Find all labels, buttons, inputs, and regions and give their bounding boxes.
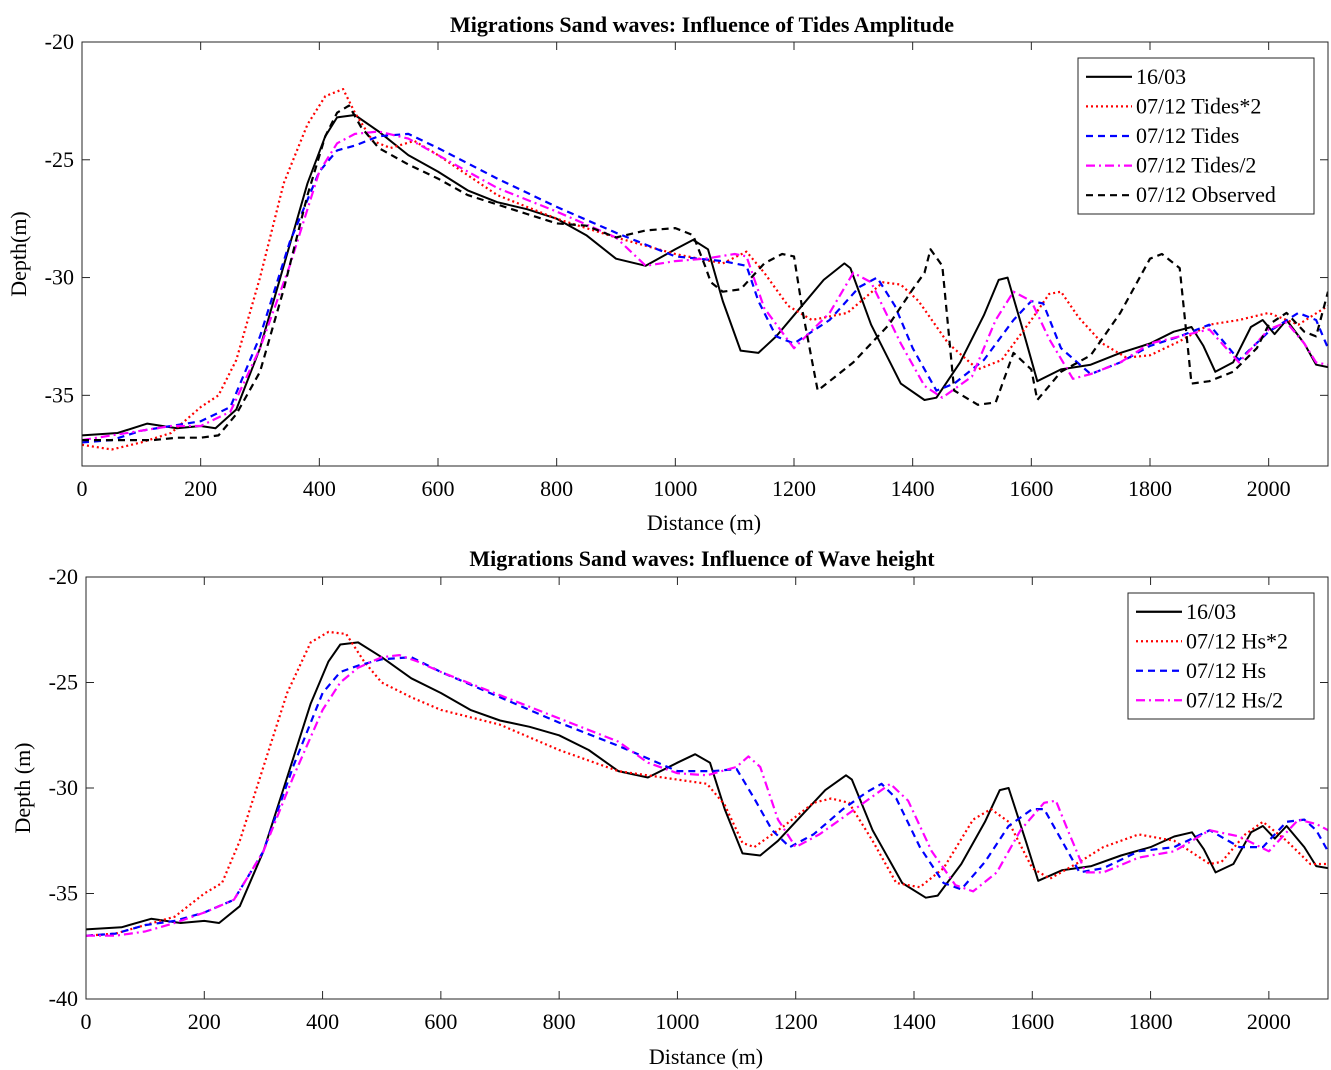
x-tick-label: 1400 [892,1009,936,1034]
x-axis-ticks: 0 200 400 600 800 1000 1200 1400 1600 1800 2000 [81,577,1291,1034]
x-tick-label: 1800 [1128,476,1172,501]
plot-area [86,577,1328,999]
x-axis-label: Distance (m) [649,1044,763,1069]
x-axis-label: Distance (m) [647,510,761,535]
y-axis-label: Depth(m) [6,211,31,297]
legend: 16/03 07/12 Tides*2 07/12 Tides 07/12 Tides… [1077,57,1315,215]
legend-box [1127,592,1315,720]
x-axis-ticks: 0 200 400 600 800 1000 1200 1400 1600 1800 2000 [77,42,1291,501]
x-tick-label: 400 [306,1009,339,1034]
x-tick-label: 1600 [1010,1009,1054,1034]
y-tick-label: -20 [45,29,74,54]
x-tick-label: 1200 [774,1009,818,1034]
y-axis-ticks: -20 -25 -30 -35 -40 [49,564,1328,1011]
series-line [86,656,1328,937]
x-tick-label: 2000 [1247,476,1291,501]
y-tick-label: -30 [45,265,74,290]
plot-frame [81,41,1329,467]
x-tick-label: 0 [81,1009,92,1034]
legend-label: 07/12 Hs [1186,658,1266,683]
x-tick-label: 200 [188,1009,221,1034]
legend-label: 16/03 [1186,599,1236,624]
x-tick-label: 1000 [655,1009,699,1034]
series-line [82,132,1328,444]
plot-frame [85,576,1329,1000]
x-tick-label: 1600 [1009,476,1053,501]
series-group [82,87,1328,451]
x-tick-label: 600 [422,476,455,501]
x-tick-label: 600 [424,1009,457,1034]
legend-box [1077,57,1315,215]
series-line [82,104,1328,442]
x-tick-label: 800 [540,476,573,501]
legend-label: 07/12 Hs/2 [1186,687,1283,712]
legend-label: 07/12 Observed [1136,182,1276,207]
series-line [86,641,1328,931]
y-tick-label: -35 [45,382,74,407]
chart-title: Migrations Sand waves: Influence of Tide… [450,12,954,37]
x-tick-label: 800 [543,1009,576,1034]
x-tick-label: 400 [303,476,336,501]
x-tick-label: 1200 [772,476,816,501]
legend-label: 07/12 Tides*2 [1136,93,1261,118]
legend-label: 16/03 [1136,64,1186,89]
x-tick-label: 1400 [891,476,935,501]
y-tick-label: -25 [49,670,78,695]
tides-amplitude-chart: Migrations Sand waves: Influence of Tide… [6,12,1329,535]
x-tick-label: 2000 [1247,1009,1291,1034]
x-tick-label: 0 [77,476,88,501]
series-line [86,630,1328,937]
y-axis-label: Depth (m) [10,742,35,833]
x-tick-label: 1800 [1129,1009,1173,1034]
series-line [82,87,1328,451]
series-line [82,130,1328,442]
series-group [86,630,1328,937]
y-tick-label: -25 [45,147,74,172]
x-tick-label: 1000 [653,476,697,501]
y-axis-ticks: -20 -25 -30 -35 [45,29,1328,407]
series-line [86,653,1328,937]
y-tick-label: -20 [49,564,78,589]
x-tick-label: 200 [184,476,217,501]
legend-label: 07/12 Tides/2 [1136,153,1256,178]
wave-height-chart: Migrations Sand waves: Influence of Wave… [10,546,1329,1069]
legend-label: 07/12 Tides [1136,123,1239,148]
chart-title: Migrations Sand waves: Influence of Wave… [469,546,935,571]
legend-label: 07/12 Hs*2 [1186,628,1288,653]
y-tick-label: -40 [49,986,78,1011]
y-tick-label: -30 [49,775,78,800]
y-tick-label: -35 [49,881,78,906]
legend: 16/03 07/12 Hs*2 07/12 Hs 07/12 Hs/2 [1127,592,1315,720]
